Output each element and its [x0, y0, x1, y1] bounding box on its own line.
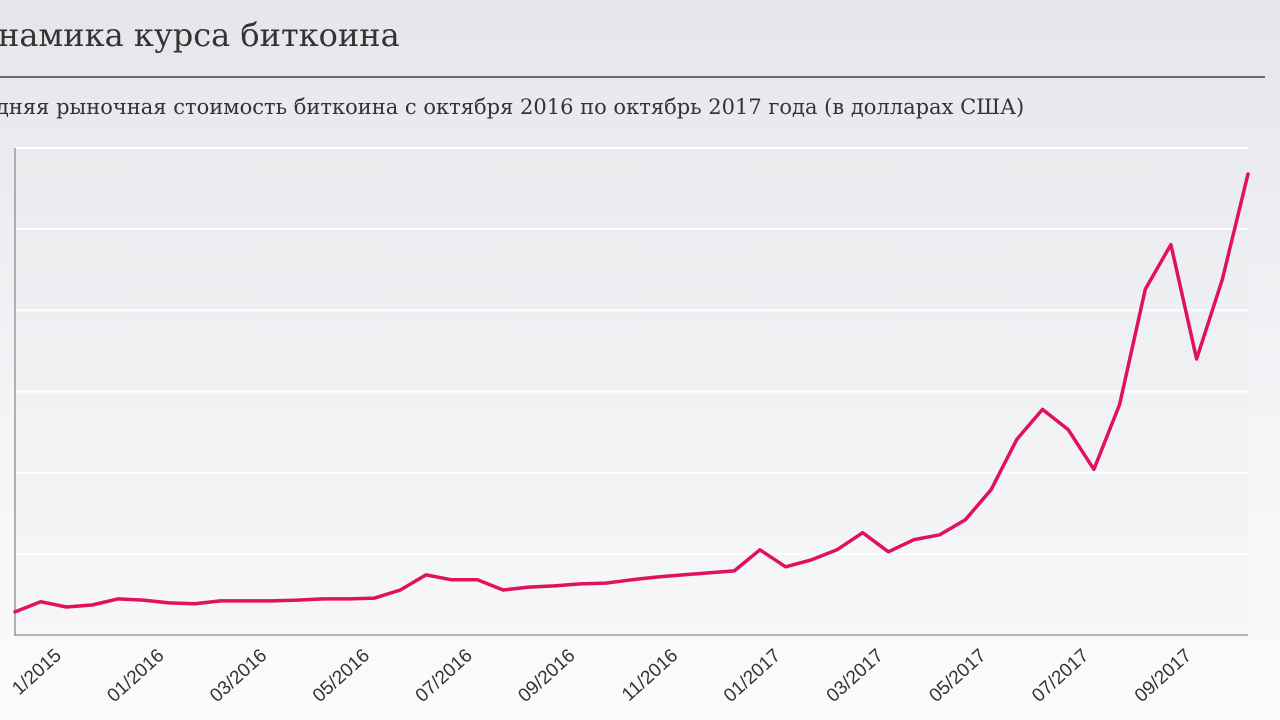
x-tick-label: 09/2017 [1131, 645, 1196, 707]
x-tick-label: 09/2016 [514, 645, 579, 707]
x-tick-label: 1/2015 [8, 645, 65, 699]
chart-title: намика курса биткоина [0, 16, 400, 54]
x-tick-label: 07/2016 [412, 645, 477, 707]
x-tick-label: 07/2017 [1028, 645, 1093, 707]
x-tick-label: 11/2016 [618, 645, 682, 706]
x-tick-label: 01/2016 [103, 645, 168, 707]
x-tick-label: 05/2017 [925, 645, 990, 707]
price-line [13, 172, 1250, 614]
x-tick-label: 05/2016 [309, 645, 374, 707]
x-tick-label: 03/2017 [823, 645, 888, 707]
chart-subtitle: дняя рыночная стоимость биткоина с октяб… [0, 95, 1024, 119]
x-tick-label: 01/2017 [720, 645, 785, 707]
x-tick-label: 03/2016 [206, 645, 271, 707]
